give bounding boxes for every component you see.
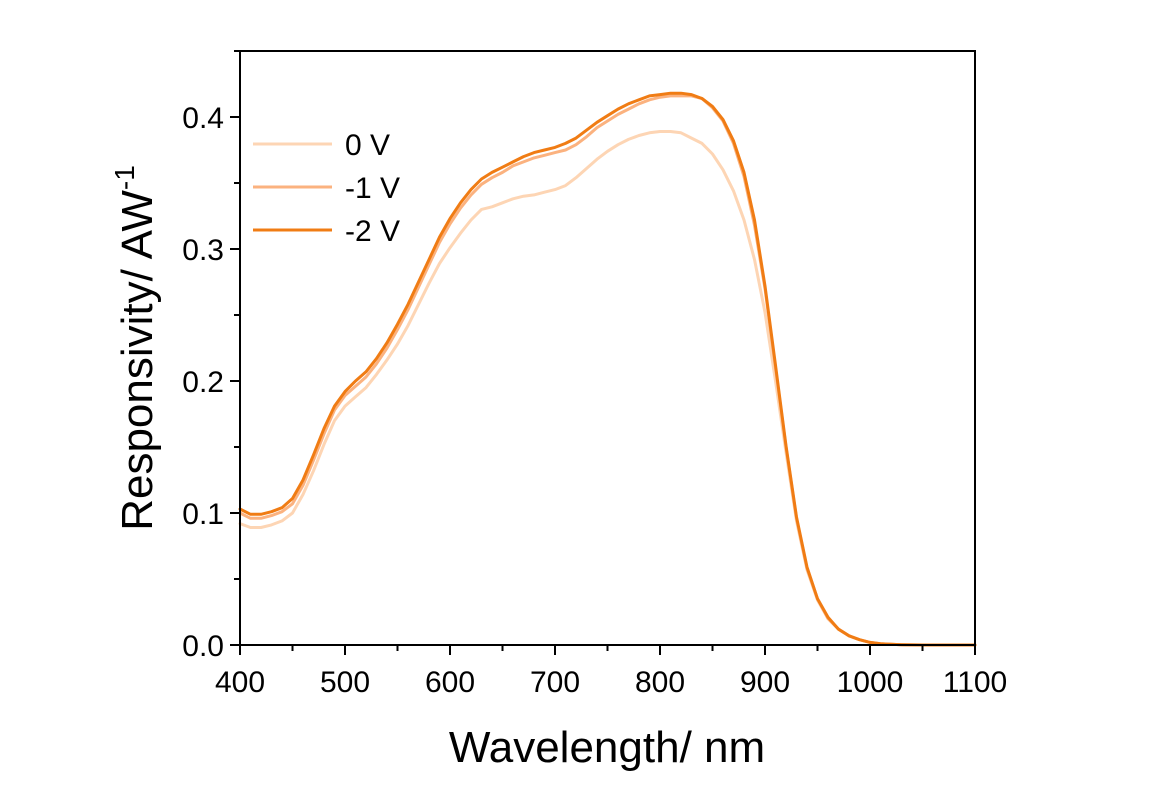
legend-label-1: 0 V bbox=[345, 129, 390, 162]
y-tick-label: 0.2 bbox=[182, 366, 224, 399]
x-tick-label: 400 bbox=[215, 666, 265, 699]
x-axis-label: Wavelength/ nm bbox=[449, 723, 765, 772]
x-tick-label: 800 bbox=[635, 666, 685, 699]
y-tick-label: 0.0 bbox=[182, 630, 224, 663]
x-tick-label: 1100 bbox=[943, 666, 1008, 699]
ticks-layer: 400 500 600 700 800 900 1000 1100 0.0 0.1 0.2 0.3 0.… bbox=[182, 50, 1008, 699]
y-axis-label-main: Responsivity/ AW bbox=[113, 190, 162, 531]
legend-label-3: -2 V bbox=[345, 215, 400, 248]
x-tick-label: 600 bbox=[425, 666, 475, 699]
y-tick-label: 0.3 bbox=[182, 234, 224, 267]
series-layer bbox=[238, 91, 977, 647]
x-tick-label: 700 bbox=[530, 666, 580, 699]
x-tick-label: 900 bbox=[740, 666, 790, 699]
y-axis-label-superscript: -1 bbox=[109, 165, 140, 190]
x-tick-label: 500 bbox=[320, 666, 370, 699]
y-axis-label: Responsivity/ AW-1 bbox=[109, 165, 162, 531]
series-line-3 bbox=[238, 91, 977, 647]
y-tick-label: 0.1 bbox=[182, 498, 224, 531]
legend: 0 V -1 V -2 V bbox=[253, 129, 400, 248]
legend-label-2: -1 V bbox=[345, 172, 400, 205]
x-tick-label: 1000 bbox=[837, 666, 904, 699]
y-tick-label: 0.4 bbox=[182, 102, 224, 135]
